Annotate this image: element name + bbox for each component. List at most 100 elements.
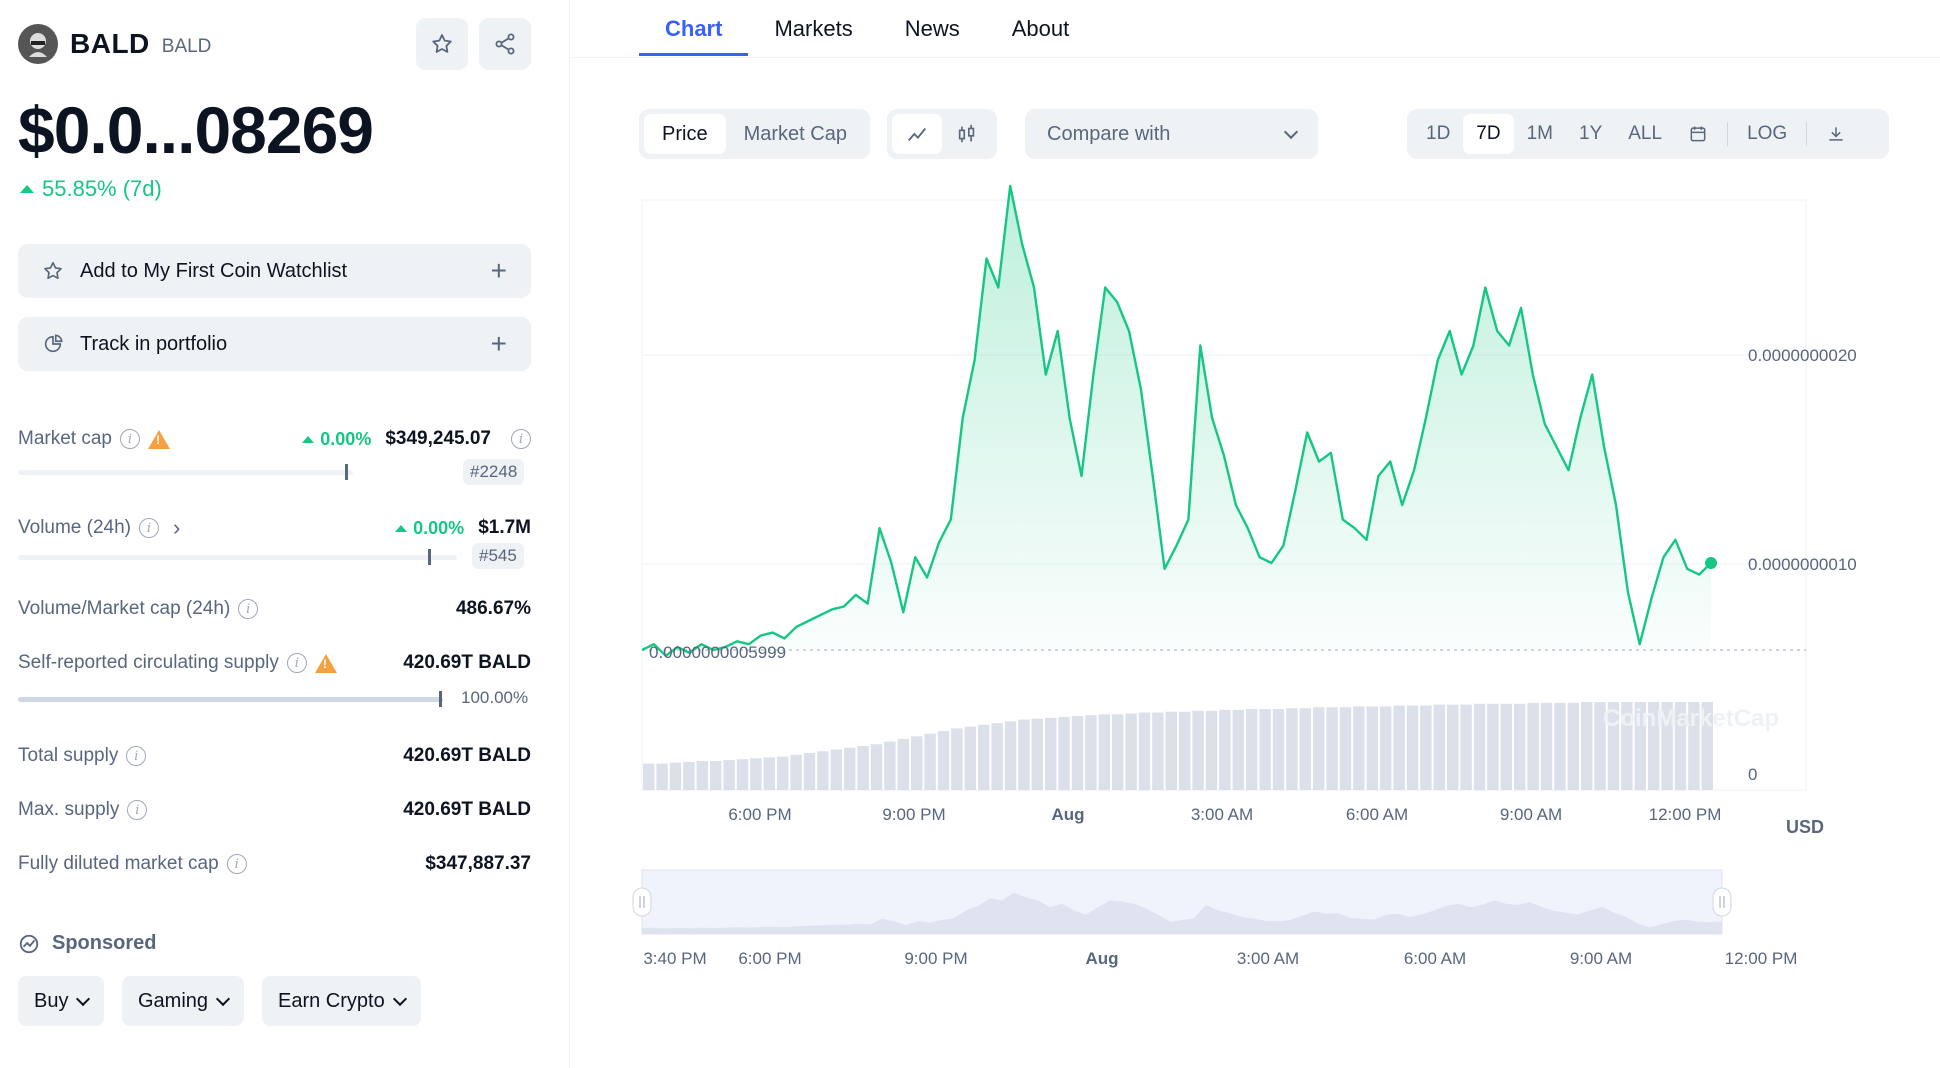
market-cap-change-value: 0.00%	[320, 428, 372, 449]
star-icon	[44, 261, 62, 280]
share-button[interactable]	[479, 18, 531, 70]
fdmc-row: Fully diluted market cap i $347,887.37	[18, 853, 531, 875]
info-icon[interactable]: i	[119, 429, 140, 449]
market-cap-toggle[interactable]: Market Cap	[743, 122, 847, 145]
x-tick-label: 9:00 AM	[1500, 805, 1562, 824]
volume-bar	[1567, 702, 1579, 790]
navigator-area	[642, 892, 1722, 934]
volume-bar	[643, 763, 655, 790]
range-7d[interactable]: 7D	[1463, 114, 1514, 154]
warning-icon[interactable]	[314, 653, 337, 673]
tab-divider	[571, 57, 1940, 58]
volume-bar	[750, 758, 762, 790]
earn-crypto-dropdown[interactable]: Earn Crypto	[262, 976, 421, 1026]
info-icon[interactable]: i	[127, 800, 148, 820]
buy-label: Buy	[34, 989, 69, 1012]
tab-markets[interactable]: Markets	[774, 16, 853, 41]
share-icon	[495, 33, 515, 55]
volume-rank: #545	[472, 543, 524, 569]
favorite-button[interactable]	[416, 18, 468, 70]
volume-bar	[763, 757, 775, 790]
navigator-handle	[632, 887, 652, 917]
up-arrow-icon	[395, 524, 408, 532]
market-cap-rank: #2248	[463, 459, 525, 485]
watchlist-label: Add to My First Coin Watchlist	[80, 259, 348, 282]
chevron-right-icon[interactable]: ›	[173, 515, 181, 540]
y-tick-label: 0.0000000020	[1748, 346, 1857, 365]
tab-about[interactable]: About	[1011, 16, 1070, 41]
portfolio-label: Track in portfolio	[80, 332, 228, 355]
tab-news[interactable]: News	[904, 16, 960, 41]
sponsored-icon	[19, 934, 39, 953]
chevron-down-icon	[392, 991, 407, 1006]
market-cap-value: $349,245.07	[385, 428, 491, 449]
volume-bar	[937, 731, 950, 790]
market-cap-row: Market cap i 0.00% $349,245.07 i	[18, 428, 531, 450]
volume-bar	[1004, 721, 1017, 790]
volume-bar	[1138, 712, 1151, 790]
volume-bar	[1406, 705, 1419, 790]
volume-rank-marker	[428, 549, 431, 565]
compare-dropdown[interactable]: Compare with	[1025, 109, 1318, 159]
volume-value: $1.7M	[478, 517, 531, 538]
volume-bar	[978, 724, 990, 790]
candlestick-button[interactable]	[942, 114, 992, 154]
total-supply-row: Total supply i 420.69T BALD	[18, 745, 531, 767]
volume-bar	[1487, 703, 1499, 790]
volume-bar	[1540, 702, 1553, 790]
volume-bar	[1433, 704, 1445, 790]
volume-bar	[857, 746, 869, 790]
range-1y[interactable]: 1Y	[1579, 123, 1603, 144]
info-icon[interactable]: i	[139, 518, 160, 538]
add-to-watchlist-button[interactable]: Add to My First Coin Watchlist +	[18, 244, 531, 298]
chart-frame	[641, 199, 1807, 791]
market-cap-rank-marker	[345, 464, 348, 480]
info-icon[interactable]: i	[286, 653, 307, 673]
gaming-dropdown[interactable]: Gaming	[122, 976, 245, 1026]
volume-bar	[1661, 702, 1673, 790]
info-icon[interactable]: i	[126, 746, 147, 766]
price-toggle[interactable]: Price	[644, 114, 726, 154]
info-icon[interactable]: i	[238, 599, 259, 619]
volume-bar	[1313, 707, 1325, 790]
y-tick-label: 0.0000000010	[1748, 555, 1857, 574]
download-button[interactable]	[1813, 114, 1859, 154]
volume-rank-bar	[18, 555, 457, 560]
volume-bar	[1018, 719, 1030, 790]
range-1d[interactable]: 1D	[1426, 123, 1451, 144]
info-icon[interactable]: i	[511, 429, 531, 449]
total-supply-value: 420.69T BALD	[403, 745, 531, 766]
volume-mcap-label: Volume/Market cap (24h)	[18, 598, 231, 619]
range-1m[interactable]: 1M	[1526, 123, 1553, 144]
volume-bar	[1112, 714, 1124, 790]
track-portfolio-button[interactable]: Track in portfolio +	[18, 317, 531, 371]
range-all[interactable]: ALL	[1628, 123, 1663, 144]
volume-bar	[1272, 709, 1285, 790]
pie-chart-icon	[44, 334, 63, 353]
currency-label: USD	[1786, 817, 1824, 837]
sponsored-header: Sponsored	[18, 932, 156, 955]
volume-change: 0.00%	[395, 518, 464, 539]
price-change-7d: 55.85% (7d)	[20, 176, 162, 202]
tab-chart[interactable]: Chart	[639, 0, 749, 56]
volume-bar	[1179, 711, 1191, 790]
info-icon[interactable]: i	[226, 854, 247, 874]
log-scale-button[interactable]: LOG	[1747, 123, 1788, 144]
calendar-icon	[1690, 126, 1706, 142]
market-cap-change: 0.00%	[302, 429, 371, 450]
watermark: CoinMarketCap	[1603, 705, 1779, 732]
download-icon	[1829, 127, 1843, 141]
warning-icon[interactable]	[147, 429, 170, 449]
fdmc-label: Fully diluted market cap	[18, 853, 219, 874]
volume-bar	[911, 736, 923, 790]
volume-bar	[1219, 709, 1231, 790]
volume-bar	[964, 726, 976, 790]
date-picker-button[interactable]	[1675, 114, 1721, 154]
line-chart-button[interactable]	[892, 114, 942, 154]
price-chart[interactable]: 0.0000000005999 0.0000000020 0.0000000010 0…	[571, 0, 1940, 1068]
price-area	[642, 186, 1711, 656]
volume-bar	[803, 753, 816, 790]
buy-dropdown[interactable]: Buy	[18, 976, 105, 1026]
volume-bar	[1527, 702, 1539, 790]
volume-bar	[1085, 715, 1097, 790]
